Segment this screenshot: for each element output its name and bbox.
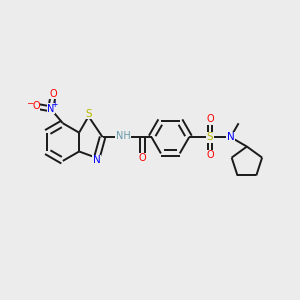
- Text: O: O: [138, 153, 146, 163]
- Text: O: O: [206, 150, 214, 160]
- Text: O: O: [32, 101, 40, 111]
- Text: O: O: [206, 114, 214, 124]
- Text: +: +: [52, 100, 58, 109]
- Text: N: N: [47, 104, 54, 114]
- Text: NH: NH: [116, 131, 131, 141]
- Text: S: S: [85, 109, 92, 119]
- Text: −: −: [26, 98, 34, 107]
- Text: N: N: [93, 155, 101, 165]
- Text: N: N: [227, 132, 235, 142]
- Text: S: S: [207, 132, 213, 142]
- Text: O: O: [50, 89, 57, 99]
